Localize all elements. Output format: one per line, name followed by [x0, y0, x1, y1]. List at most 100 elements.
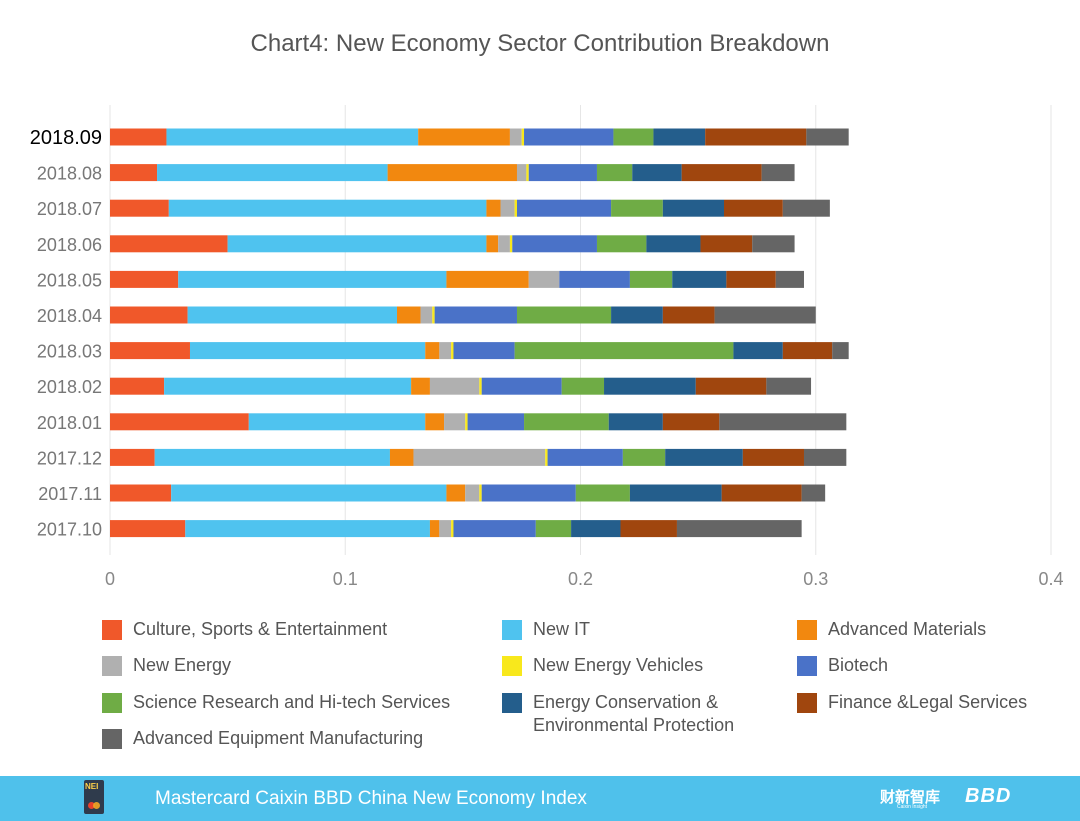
bar-segment — [547, 448, 623, 466]
bar-segment — [481, 377, 562, 395]
bar-segment — [516, 164, 527, 182]
bar-segment — [467, 413, 525, 431]
bar-segment — [486, 235, 499, 253]
bar-segment — [608, 413, 663, 431]
bar-segment — [439, 520, 452, 538]
y-category-label: 2017.11 — [38, 484, 102, 504]
bar-segment — [434, 306, 517, 324]
bar-segment — [509, 235, 513, 253]
bar-segment — [662, 199, 725, 217]
bar-segment — [486, 199, 501, 217]
bar-segment — [498, 235, 510, 253]
bars-layer — [110, 128, 849, 538]
y-category-label: 2018.08 — [37, 164, 102, 184]
bar-segment — [444, 413, 466, 431]
legend-label: Advanced Equipment Manufacturing — [133, 728, 424, 748]
bar-segment — [700, 235, 753, 253]
bar-segment — [110, 520, 186, 538]
bar-segment — [185, 520, 430, 538]
x-tick-label: 0.2 — [568, 569, 593, 589]
bar-segment — [761, 164, 795, 182]
bar-segment — [535, 520, 572, 538]
legend-label: Biotech — [828, 655, 889, 675]
bar-segment — [110, 164, 158, 182]
legend-swatch — [797, 620, 817, 640]
bar-segment — [653, 128, 706, 146]
bar-segment — [168, 199, 487, 217]
bar-segment — [646, 235, 701, 253]
bar-segment — [110, 342, 190, 360]
bar-segment — [528, 164, 597, 182]
bar-segment — [545, 448, 548, 466]
legend-swatch — [102, 729, 122, 749]
bar-segment — [733, 342, 783, 360]
bar-segment — [500, 199, 515, 217]
y-axis-labels: 2018.09 2018.08 2018.07 2018.06 2018.05 2018.… — [30, 127, 102, 540]
chart-title: Chart4: New Economy Sector Contribution … — [250, 30, 830, 57]
bar-segment — [775, 270, 804, 288]
caixin-insight-logo: 财新智库 — [880, 789, 941, 806]
y-category-label: 2018.03 — [37, 342, 102, 362]
y-category-label: 2018.09 — [30, 127, 102, 149]
bar-segment — [509, 128, 522, 146]
bar-segment — [178, 270, 447, 288]
bar-segment — [425, 342, 440, 360]
bar-segment — [446, 484, 466, 502]
bar-segment — [695, 377, 767, 395]
bar-segment — [514, 199, 517, 217]
bar-segment — [681, 164, 762, 182]
bar-segment — [189, 342, 426, 360]
legend-label: Energy Conservation & Environmental Prot… — [533, 692, 735, 735]
x-tick-label: 0.3 — [803, 569, 828, 589]
legend-item: New IT — [502, 618, 590, 641]
bar-segment — [806, 128, 849, 146]
legend-item: Biotech — [797, 654, 888, 677]
bar-segment — [512, 235, 597, 253]
bar-segment — [420, 306, 433, 324]
legend-label: Culture, Sports & Entertainment — [133, 619, 388, 639]
legend-swatch — [502, 693, 522, 713]
bbd-logo: BBD — [965, 785, 1012, 807]
bar-segment — [166, 128, 419, 146]
x-tick-label: 0.1 — [333, 569, 358, 589]
bar-segment — [571, 520, 621, 538]
y-category-label: 2018.06 — [37, 235, 102, 255]
bar-segment — [110, 128, 167, 146]
bar-segment — [110, 199, 169, 217]
legend-swatch — [102, 693, 122, 713]
bar-segment — [481, 484, 576, 502]
bar-segment — [622, 448, 666, 466]
bar-segment — [389, 448, 414, 466]
bar-segment — [465, 484, 480, 502]
bar-segment — [110, 484, 172, 502]
bar-segment — [418, 128, 510, 146]
legend-swatch — [102, 620, 122, 640]
bar-segment — [604, 377, 696, 395]
bar-segment — [387, 164, 517, 182]
bar-segment — [575, 484, 630, 502]
x-tick-label: 0 — [105, 569, 115, 589]
footer-banner: NEI Mastercard Caixin BBD China New Econ… — [0, 776, 1080, 821]
legend-swatch — [502, 620, 522, 640]
bar-segment — [629, 484, 722, 502]
bar-segment — [676, 520, 802, 538]
bar-segment — [432, 306, 435, 324]
legend-label: New Energy Vehicles — [533, 655, 704, 675]
bar-segment — [782, 342, 833, 360]
bar-segment — [705, 128, 807, 146]
bar-segment — [397, 306, 421, 324]
bar-segment — [611, 306, 663, 324]
y-category-label: 2018.01 — [37, 413, 102, 433]
bar-segment — [726, 270, 776, 288]
bar-segment — [110, 270, 179, 288]
bar-segment — [227, 235, 487, 253]
legend-swatch — [502, 656, 522, 676]
bar-segment — [453, 342, 515, 360]
legend-item: Advanced Materials — [797, 618, 986, 641]
legend-item: Finance &Legal Services — [797, 691, 1027, 714]
bar-segment — [429, 520, 440, 538]
bar-segment — [439, 342, 452, 360]
bar-segment — [803, 448, 847, 466]
x-tick-label: 0.4 — [1038, 569, 1063, 589]
bar-segment — [110, 377, 165, 395]
